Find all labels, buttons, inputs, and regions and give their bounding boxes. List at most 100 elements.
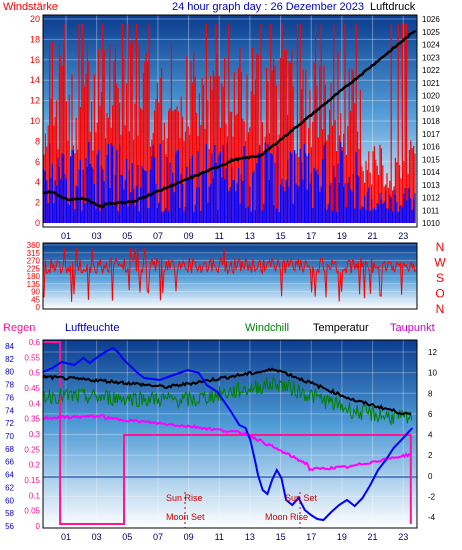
rain-y-tick: 0.15 [24,476,40,485]
pressure-y-tick: 1018 [422,117,440,126]
rain-y-tick: 0.35 [24,415,40,424]
pressure-y-tick: 1022 [422,66,440,75]
wind-x-tick: 13 [245,231,255,241]
rain-label: Regen [3,322,35,334]
climate-x-tick: 17 [306,532,316,542]
wind-panel-frame [42,14,418,228]
dewpoint-line [42,414,411,472]
rain-y-tick: 0.3 [29,430,41,439]
pressure-y-tick: 1017 [422,130,440,139]
direction-y-tick: 315 [27,249,41,258]
rain-line [43,341,412,525]
wind-x-tick: 23 [398,231,408,241]
rain-y-axis: 0.6 0.55 0.5 0.45 0.4 0.35 0.3 0.25 0.2 0.15 0.1 0.… [24,338,40,531]
temperature-y-tick: 10 [428,369,437,378]
humidity-y-tick: 56 [5,522,14,531]
temperature-y-tick: 6 [428,410,433,419]
direction-panel-background [43,243,417,309]
windchill-label: Windchill [245,322,289,334]
pressure-y-tick: 1013 [422,181,440,190]
wind-y-tick: 20 [30,14,40,24]
wind-y-tick: 4 [35,177,40,187]
pressure-y-tick: 1024 [422,41,440,50]
direction-y-tick: 45 [31,295,40,304]
humidity-y-tick: 64 [5,471,14,480]
pressure-y-tick: 1014 [422,168,440,177]
wind-x-tick: 05 [122,231,132,241]
rain-y-tick: 0.4 [29,399,41,408]
climate-x-tick: 15 [276,532,286,542]
humidity-y-tick: 62 [5,483,14,492]
wind-y-tick: 8 [35,136,40,146]
climate-x-tick: 23 [398,532,408,542]
temperature-y-tick: -2 [428,492,436,501]
humidity-y-tick: 78 [5,381,14,390]
humidity-y-tick: 80 [5,368,14,377]
compass-label: N [436,302,445,316]
humidity-y-tick: 82 [5,355,14,364]
direction-y-tick: 135 [27,280,41,289]
direction-y-tick: 0 [36,303,41,312]
humidity-y-tick: 66 [5,458,14,467]
pressure-y-tick: 1015 [422,155,440,164]
sun-rise-label: Sun Rise [166,493,203,503]
sun-set-label: Sun Set [285,493,318,503]
temperature-line [42,367,412,416]
direction-y-tick: 180 [27,272,41,281]
humidity-y-axis: 84 82 80 78 76 74 72 70 68 66 64 62 60 58 56 [5,342,14,531]
direction-y-tick: 270 [27,257,41,266]
humidity-y-tick: 58 [5,509,14,518]
rain-y-tick: 0.55 [24,353,40,362]
direction-y-tick: 360 [27,241,41,250]
wind-x-tick: 07 [153,231,163,241]
wind-y-tick: 12 [30,96,40,106]
wind-x-axis: 01 03 05 07 09 11 13 15 17 19 21 23 [61,231,408,241]
rain-y-tick: 0.2 [29,461,41,470]
windchill-line [42,375,413,426]
climate-x-tick: 09 [184,532,194,542]
chart-title: 24 hour graph day : 26 Dezember 2023 [172,1,364,13]
temperature-y-tick: -4 [428,513,436,522]
humidity-y-tick: 84 [5,342,14,351]
pressure-y-tick: 1025 [422,28,440,37]
climate-x-axis: 01 03 05 07 09 11 13 15 17 19 21 23 [61,532,408,542]
climate-x-tick: 11 [215,532,224,542]
wind-y-tick: 14 [30,75,40,85]
climate-x-tick: 21 [368,532,378,542]
climate-panel-frame [42,339,418,529]
pressure-y-tick: 1010 [422,219,440,228]
humidity-y-tick: 68 [5,445,14,454]
direction-y-tick: 90 [31,288,40,297]
temperature-y-tick: 12 [428,348,437,357]
wind-y-tick: 6 [35,157,40,167]
wind-y-tick: 2 [35,198,40,208]
temperature-y-tick: 8 [428,389,433,398]
climate-x-tick: 03 [92,532,102,542]
temperature-y-tick: 2 [428,451,433,460]
compass-label: N [436,240,445,254]
humidity-y-tick: 74 [5,406,14,415]
rain-y-tick: 0.5 [29,369,41,378]
temperature-y-axis: 12 10 8 6 4 2 0 -2 -4 [428,348,437,522]
pressure-axis-label: Luftdruck [370,1,416,13]
humidity-y-tick: 72 [5,419,14,428]
wind-x-tick: 11 [215,231,224,241]
moon-rise-label: Moon Rise [265,512,308,522]
wind-x-tick: 01 [61,231,71,241]
pressure-y-tick: 1016 [422,143,440,152]
climate-x-tick: 19 [337,532,347,542]
climate-x-tick: 13 [245,532,255,542]
rain-y-tick: 0.45 [24,384,40,393]
wind-y-tick: 0 [35,218,40,228]
humidity-y-tick: 60 [5,496,14,505]
direction-y-tick: 225 [27,264,41,273]
pressure-y-tick: 1012 [422,194,440,203]
wind-x-tick: 17 [306,231,316,241]
pressure-y-axis: 1026 1025 1024 1023 1022 1021 1020 1019 1018 1017… [422,15,440,228]
pressure-y-tick: 1019 [422,104,440,113]
compass-label: S [436,271,444,285]
